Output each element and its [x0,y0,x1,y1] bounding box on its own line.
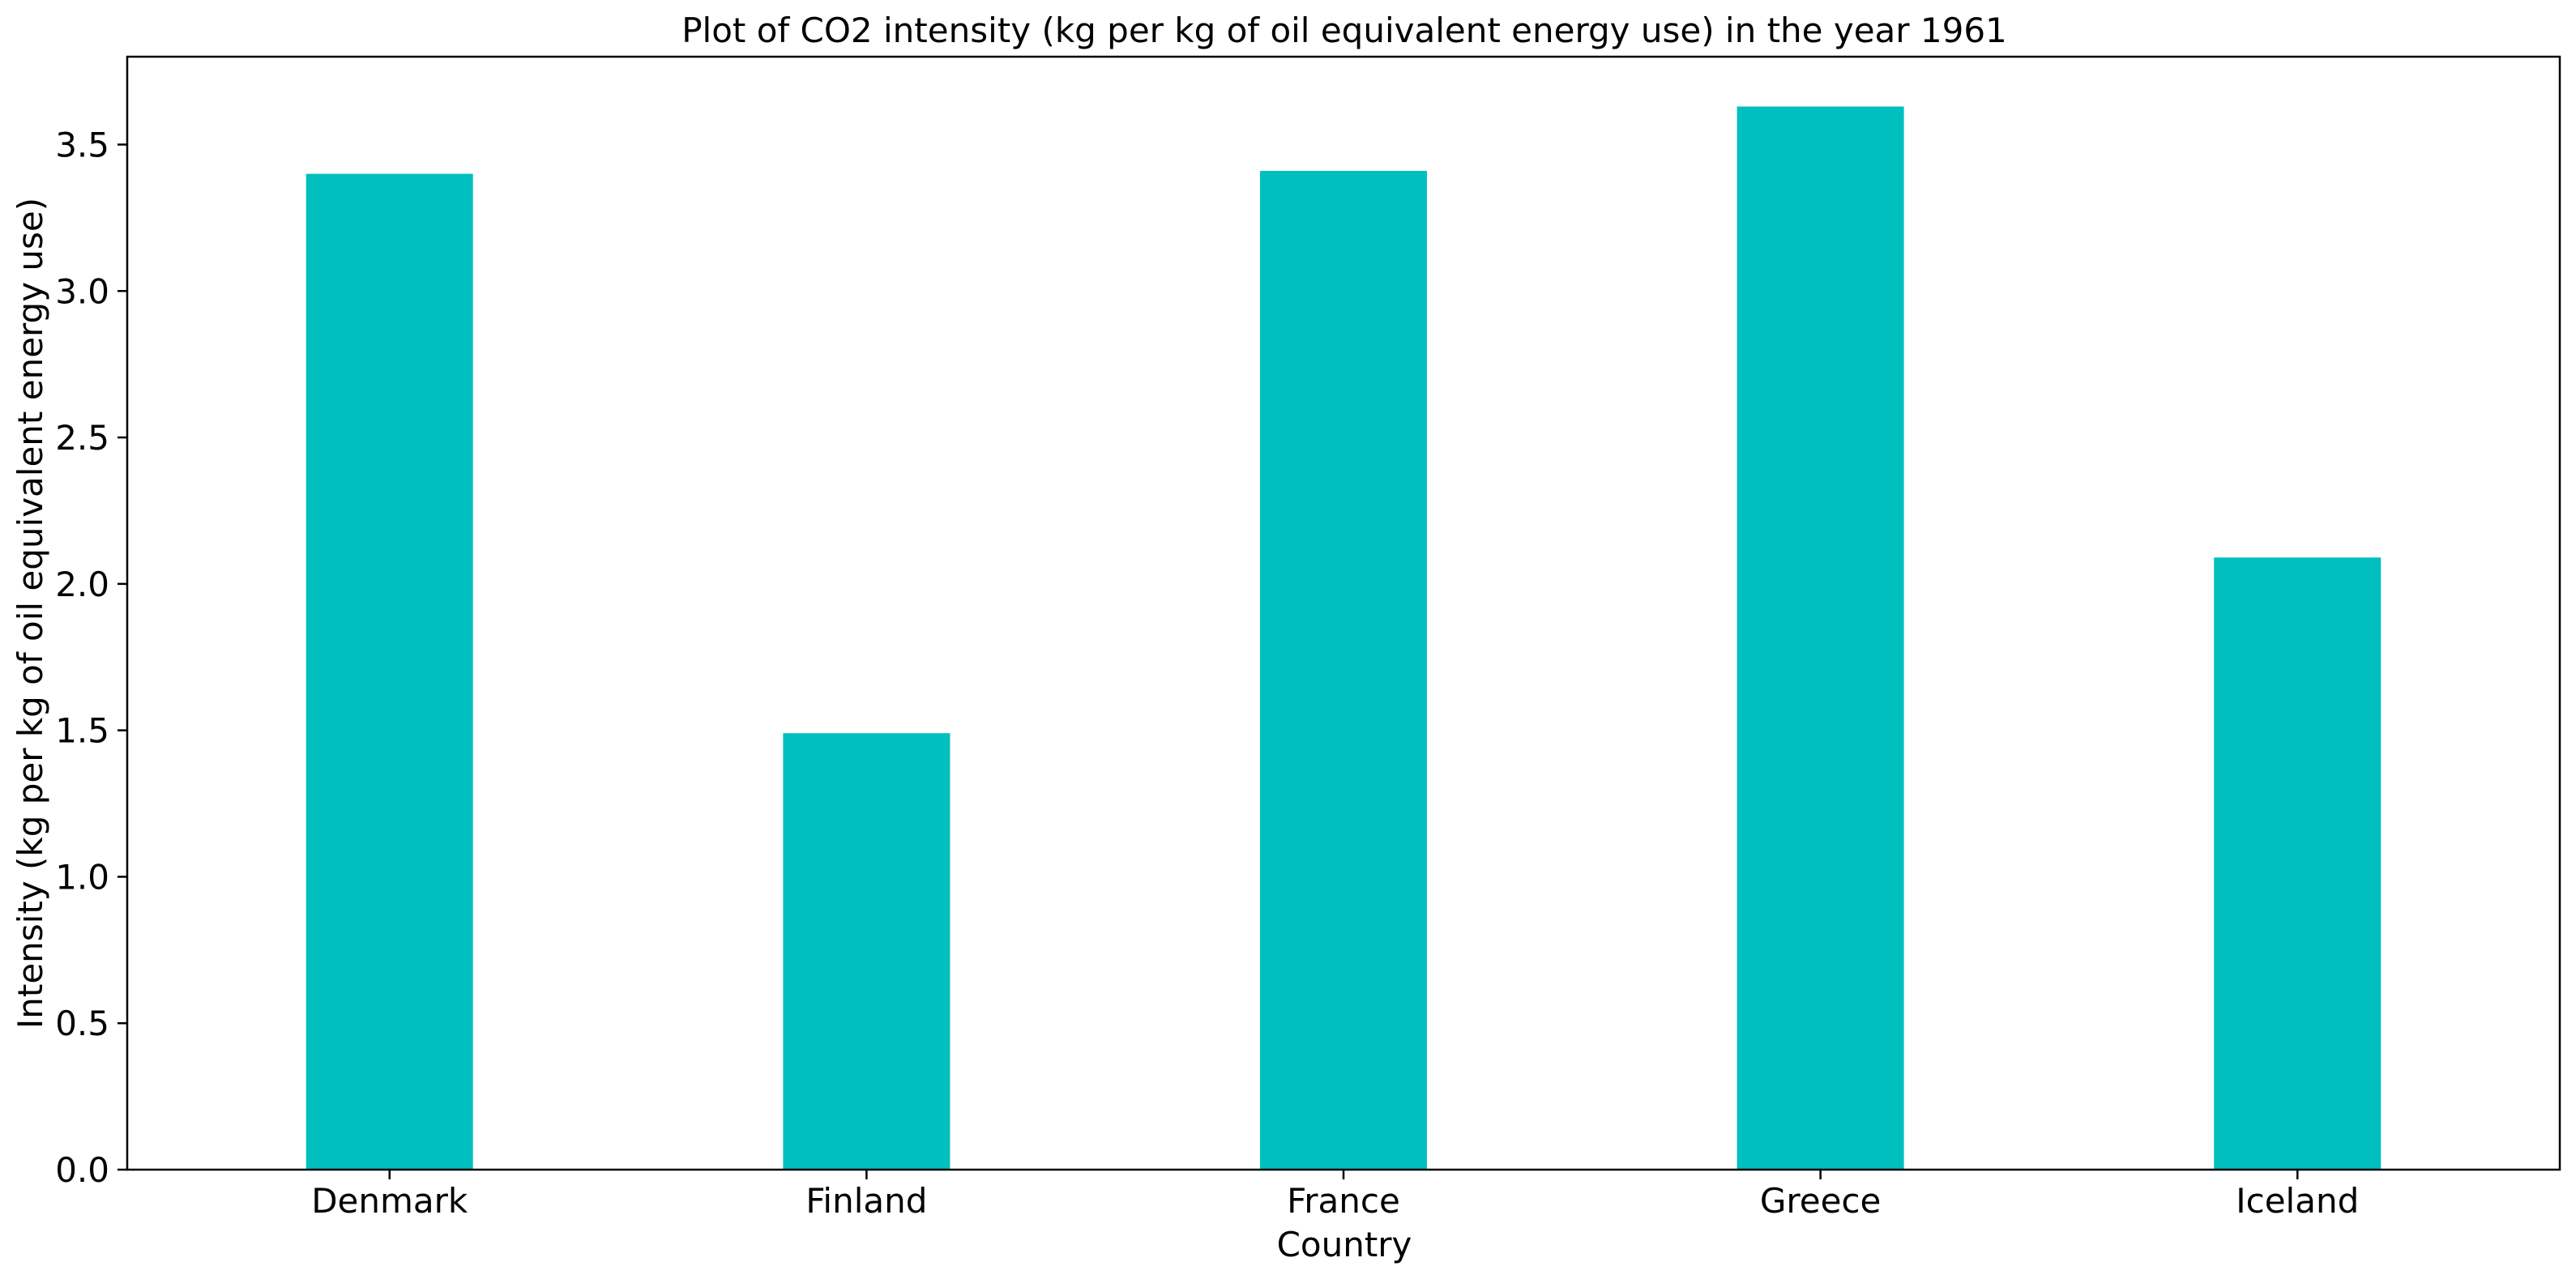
y-tick-label: 0.5 [55,1004,109,1043]
x-tick-label: Greece [1760,1181,1882,1221]
x-axis-label: Country [1277,1225,1412,1264]
bars [305,106,2382,1170]
y-axis-label: Intensity (kg per kg of oil equivalent e… [11,198,50,1029]
bar-greece [1737,106,1904,1170]
plot-area: 0.0 0.5 1.0 1.5 2.0 2.5 3.0 3.5 Denmark Finland F… [55,55,2561,1221]
y-tick-label: 1.0 [55,857,109,897]
x-tick-label: Iceland [2236,1181,2359,1221]
y-tick-label: 0.0 [55,1150,109,1190]
y-axis-ticks: 0.0 0.5 1.0 1.5 2.0 2.5 3.0 3.5 [55,125,127,1190]
y-tick-label: 2.0 [55,565,109,604]
bar-denmark [305,173,473,1170]
chart-title: Plot of CO2 intensity (kg per kg of oil … [681,11,2007,50]
bar-france [1260,171,1427,1170]
bar-iceland [2214,557,2382,1170]
x-tick-label: Finland [805,1181,927,1221]
x-tick-label: Denmark [311,1181,468,1221]
y-tick-label: 1.5 [55,711,109,751]
x-tick-label: France [1287,1181,1400,1221]
y-tick-label: 3.0 [55,271,109,311]
x-axis-ticks: Denmark Finland France Greece Iceland [311,1170,2359,1221]
bar-finland [783,733,951,1170]
y-tick-label: 3.5 [55,125,109,164]
y-tick-label: 2.5 [55,418,109,458]
